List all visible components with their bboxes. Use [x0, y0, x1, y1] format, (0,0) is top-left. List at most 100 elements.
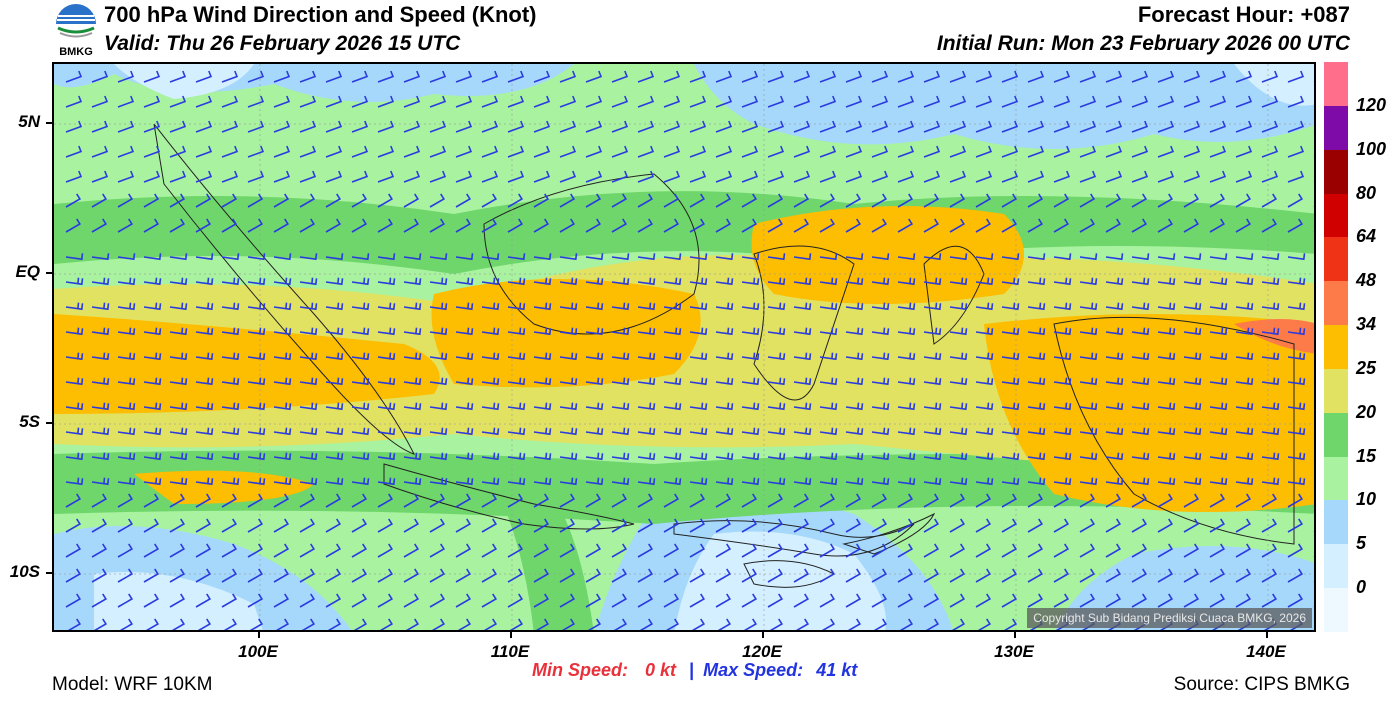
wind-barb	[897, 302, 916, 311]
wind-barb	[585, 493, 602, 508]
wind-barb	[897, 593, 914, 608]
wind-barb	[767, 352, 786, 361]
wind-barb	[923, 302, 942, 311]
wind-barb	[169, 145, 187, 158]
wind-barb	[117, 402, 136, 411]
wind-barb	[195, 568, 212, 583]
wind-barb	[689, 518, 706, 533]
wind-barb	[299, 277, 318, 286]
wind-barb	[845, 145, 863, 158]
wind-barb	[299, 218, 316, 233]
wind-barb	[611, 518, 628, 533]
wind-barb	[741, 218, 758, 233]
wind-barb	[561, 618, 576, 630]
wind-barb	[143, 170, 161, 183]
wind-barb	[1209, 218, 1226, 233]
wind-barb	[275, 618, 290, 630]
lat-label-5s: 5S	[19, 412, 40, 431]
wind-barb	[819, 302, 838, 311]
wind-barb	[559, 477, 578, 486]
wind-barb	[819, 218, 836, 233]
wind-barb	[247, 518, 264, 533]
wind-barb	[923, 402, 942, 411]
wind-barb	[247, 352, 266, 361]
wind-barb	[741, 70, 759, 83]
wind-barb	[793, 493, 810, 508]
wind-barb	[559, 518, 576, 533]
wind-barb	[1287, 377, 1306, 386]
wind-barb	[429, 327, 448, 336]
wind-barb	[533, 477, 552, 486]
wind-barb	[1027, 452, 1046, 461]
model-label: Model: WRF 10KM	[52, 674, 213, 695]
wind-barb	[1183, 70, 1201, 83]
wind-barb	[143, 377, 162, 386]
wind-barb	[299, 302, 318, 311]
wind-barb	[871, 120, 889, 133]
wind-barb	[1053, 170, 1071, 183]
wind-barb	[481, 170, 499, 183]
wind-barb	[897, 277, 916, 286]
wind-barb	[481, 493, 498, 508]
wind-barb	[507, 95, 525, 108]
wind-barb	[65, 302, 84, 311]
wind-barb	[1287, 452, 1306, 461]
wind-barb	[1313, 181, 1314, 182]
wind-barb	[1261, 568, 1278, 583]
colorbar-label: 5	[1356, 533, 1367, 554]
lat-label-5n: 5N	[18, 112, 40, 131]
wind-barb	[689, 302, 708, 311]
colorbar-segment	[1324, 149, 1348, 195]
wind-barb	[481, 568, 498, 583]
wind-barb	[1157, 402, 1176, 411]
wind-barb	[1131, 543, 1148, 558]
wind-barb	[533, 120, 551, 133]
wind-barb	[1131, 170, 1149, 183]
wind-barb	[403, 277, 422, 286]
wind-barb	[143, 193, 160, 208]
wind-barb	[845, 352, 864, 361]
wind-barb	[767, 120, 785, 133]
wind-barb	[585, 477, 604, 486]
wind-barb	[949, 302, 968, 311]
wind-barb	[585, 352, 604, 361]
wind-barb	[923, 145, 941, 158]
wind-barb	[1027, 593, 1044, 608]
wind-barb	[351, 593, 368, 608]
wind-barb	[1131, 477, 1150, 486]
wind-barb	[559, 593, 576, 608]
wind-barb	[663, 327, 682, 336]
wind-barb	[741, 493, 758, 508]
wind-barb	[273, 253, 292, 261]
wind-barb	[273, 352, 292, 361]
wind-barb	[793, 593, 810, 608]
wind-barb	[663, 493, 680, 508]
wind-barb	[119, 618, 134, 630]
wind-barb	[481, 277, 500, 286]
wind-barb	[1209, 193, 1226, 208]
wind-barb	[819, 145, 837, 158]
wind-barb	[507, 427, 526, 436]
wind-barb	[845, 253, 864, 261]
wind-barb	[65, 193, 82, 208]
wind-barb	[637, 277, 656, 286]
wind-barb	[923, 170, 941, 183]
wind-barb	[717, 618, 732, 630]
wind-barb	[845, 518, 862, 533]
wind-barb	[117, 593, 134, 608]
wind-barb	[455, 477, 474, 486]
wind-barb	[1313, 357, 1314, 358]
wind-barb	[819, 593, 836, 608]
wind-barb	[949, 477, 968, 486]
wind-barb	[949, 193, 966, 208]
wind-barb	[247, 120, 265, 133]
wind-barb	[663, 427, 682, 436]
wind-barb	[299, 427, 318, 436]
wind-barb	[325, 452, 344, 461]
wind-barb	[1001, 218, 1018, 233]
wind-barb	[845, 568, 862, 583]
wind-barb	[273, 377, 292, 386]
wind-barb	[1001, 120, 1019, 133]
wind-barb	[1027, 518, 1044, 533]
wind-barb	[533, 493, 550, 508]
